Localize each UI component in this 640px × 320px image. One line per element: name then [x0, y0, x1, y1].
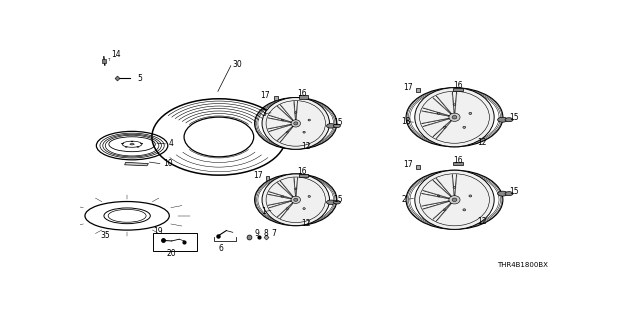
Ellipse shape: [131, 141, 133, 142]
Text: 9: 9: [255, 229, 259, 238]
Text: 5: 5: [137, 74, 142, 83]
Ellipse shape: [444, 209, 446, 211]
Ellipse shape: [452, 198, 457, 202]
Text: 35: 35: [101, 231, 111, 240]
Ellipse shape: [308, 119, 310, 121]
Text: T: T: [107, 58, 109, 62]
Bar: [274, 96, 278, 100]
Text: 7: 7: [271, 229, 276, 238]
Text: 15: 15: [509, 187, 519, 196]
Ellipse shape: [130, 144, 134, 145]
Ellipse shape: [463, 126, 466, 128]
Bar: [416, 165, 420, 169]
Ellipse shape: [291, 196, 301, 204]
Ellipse shape: [294, 122, 298, 125]
Text: 14: 14: [111, 50, 120, 59]
Bar: [416, 88, 420, 92]
Ellipse shape: [463, 209, 466, 211]
Text: 12: 12: [477, 138, 486, 147]
Circle shape: [326, 200, 335, 204]
Text: 8: 8: [264, 229, 268, 238]
Text: 12: 12: [477, 218, 486, 227]
Bar: [454, 162, 463, 165]
Text: 16: 16: [298, 167, 307, 176]
Text: 17: 17: [404, 160, 413, 169]
Ellipse shape: [415, 170, 494, 229]
Circle shape: [505, 118, 513, 122]
Ellipse shape: [294, 198, 298, 201]
Text: 10: 10: [163, 159, 173, 168]
Ellipse shape: [453, 186, 456, 188]
Circle shape: [333, 201, 340, 204]
Ellipse shape: [294, 112, 297, 114]
Ellipse shape: [452, 116, 457, 119]
Ellipse shape: [286, 131, 289, 133]
Ellipse shape: [444, 126, 446, 128]
Ellipse shape: [291, 120, 301, 127]
Ellipse shape: [281, 196, 284, 197]
Ellipse shape: [449, 196, 460, 204]
Text: 15: 15: [509, 113, 519, 122]
Text: 2: 2: [401, 195, 406, 204]
Bar: [154, 233, 197, 251]
Text: 17: 17: [260, 91, 269, 100]
Ellipse shape: [303, 208, 305, 210]
Ellipse shape: [469, 195, 472, 197]
Text: 12: 12: [301, 219, 311, 228]
Ellipse shape: [437, 112, 440, 115]
Text: 1: 1: [261, 207, 266, 216]
Text: 12: 12: [301, 142, 311, 151]
Text: 19: 19: [154, 227, 163, 236]
Ellipse shape: [303, 131, 305, 133]
Text: 16: 16: [453, 156, 463, 164]
Bar: [454, 88, 463, 91]
Ellipse shape: [449, 113, 460, 121]
Ellipse shape: [262, 174, 330, 226]
Text: 6: 6: [218, 244, 223, 253]
Ellipse shape: [415, 88, 494, 147]
Text: 17: 17: [404, 83, 413, 92]
Text: 3: 3: [261, 109, 266, 118]
Ellipse shape: [286, 208, 289, 210]
Ellipse shape: [308, 196, 310, 197]
Circle shape: [505, 192, 513, 196]
Text: 30: 30: [233, 60, 243, 69]
Ellipse shape: [281, 119, 284, 121]
Bar: [299, 173, 308, 177]
Text: THR4B1800BX: THR4B1800BX: [497, 261, 547, 268]
Circle shape: [333, 124, 340, 128]
Ellipse shape: [437, 195, 440, 197]
Ellipse shape: [469, 112, 472, 115]
Circle shape: [498, 117, 508, 122]
Ellipse shape: [141, 143, 143, 144]
Ellipse shape: [262, 98, 330, 149]
Circle shape: [326, 124, 335, 128]
Circle shape: [498, 191, 508, 196]
Ellipse shape: [294, 188, 297, 190]
Text: 15: 15: [333, 195, 342, 204]
Text: 15: 15: [333, 118, 342, 127]
Text: 20: 20: [167, 249, 177, 258]
Bar: [299, 95, 308, 99]
Text: 16: 16: [453, 81, 463, 90]
Ellipse shape: [453, 104, 456, 106]
Text: 17: 17: [253, 172, 262, 180]
Ellipse shape: [122, 143, 124, 144]
Polygon shape: [125, 162, 148, 166]
Text: 16: 16: [298, 89, 307, 98]
Text: 18: 18: [401, 117, 411, 126]
Bar: [266, 176, 269, 180]
Text: 4: 4: [168, 139, 173, 148]
